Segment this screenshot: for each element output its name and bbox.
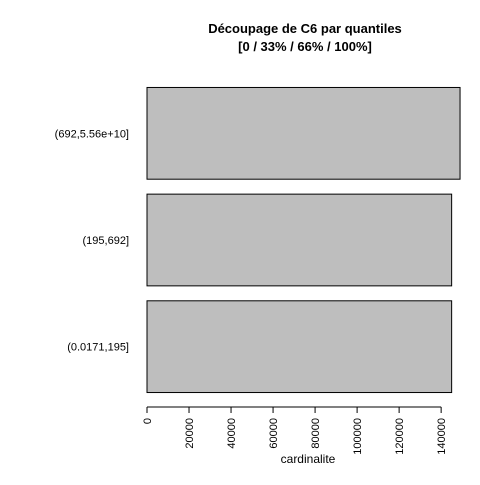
- category-labels-group: (0.0171,195] (195,692] (692,5.56e+10]: [55, 128, 129, 353]
- x-axis-label: cardinalite: [281, 452, 336, 466]
- chart-subtitle: [0 / 33% / 66% / 100%]: [238, 39, 372, 54]
- bar-2: [146, 86, 461, 180]
- chart-title: Découpage de C6 par quantiles: [208, 21, 402, 36]
- x-tick-label-2: 40000: [226, 418, 238, 449]
- bar-1: [146, 193, 453, 287]
- bar-0: [146, 300, 453, 394]
- x-axis: 0 20000 40000 60000 80000 100000 120000 140000: [142, 406, 448, 455]
- bars-group: [146, 86, 461, 394]
- category-label-0: (0.0171,195]: [67, 342, 129, 354]
- x-tick-label-3: 60000: [268, 418, 280, 449]
- category-label-1: (195,692]: [83, 235, 129, 247]
- x-tick-label-5: 100000: [352, 418, 364, 455]
- category-label-2: (692,5.56e+10]: [55, 128, 129, 140]
- x-tick-label-1: 20000: [184, 418, 196, 449]
- x-tick-label-0: 0: [142, 418, 154, 424]
- x-tick-label-4: 80000: [310, 418, 322, 449]
- x-tick-label-6: 120000: [394, 418, 406, 455]
- x-tick-label-7: 140000: [436, 418, 448, 455]
